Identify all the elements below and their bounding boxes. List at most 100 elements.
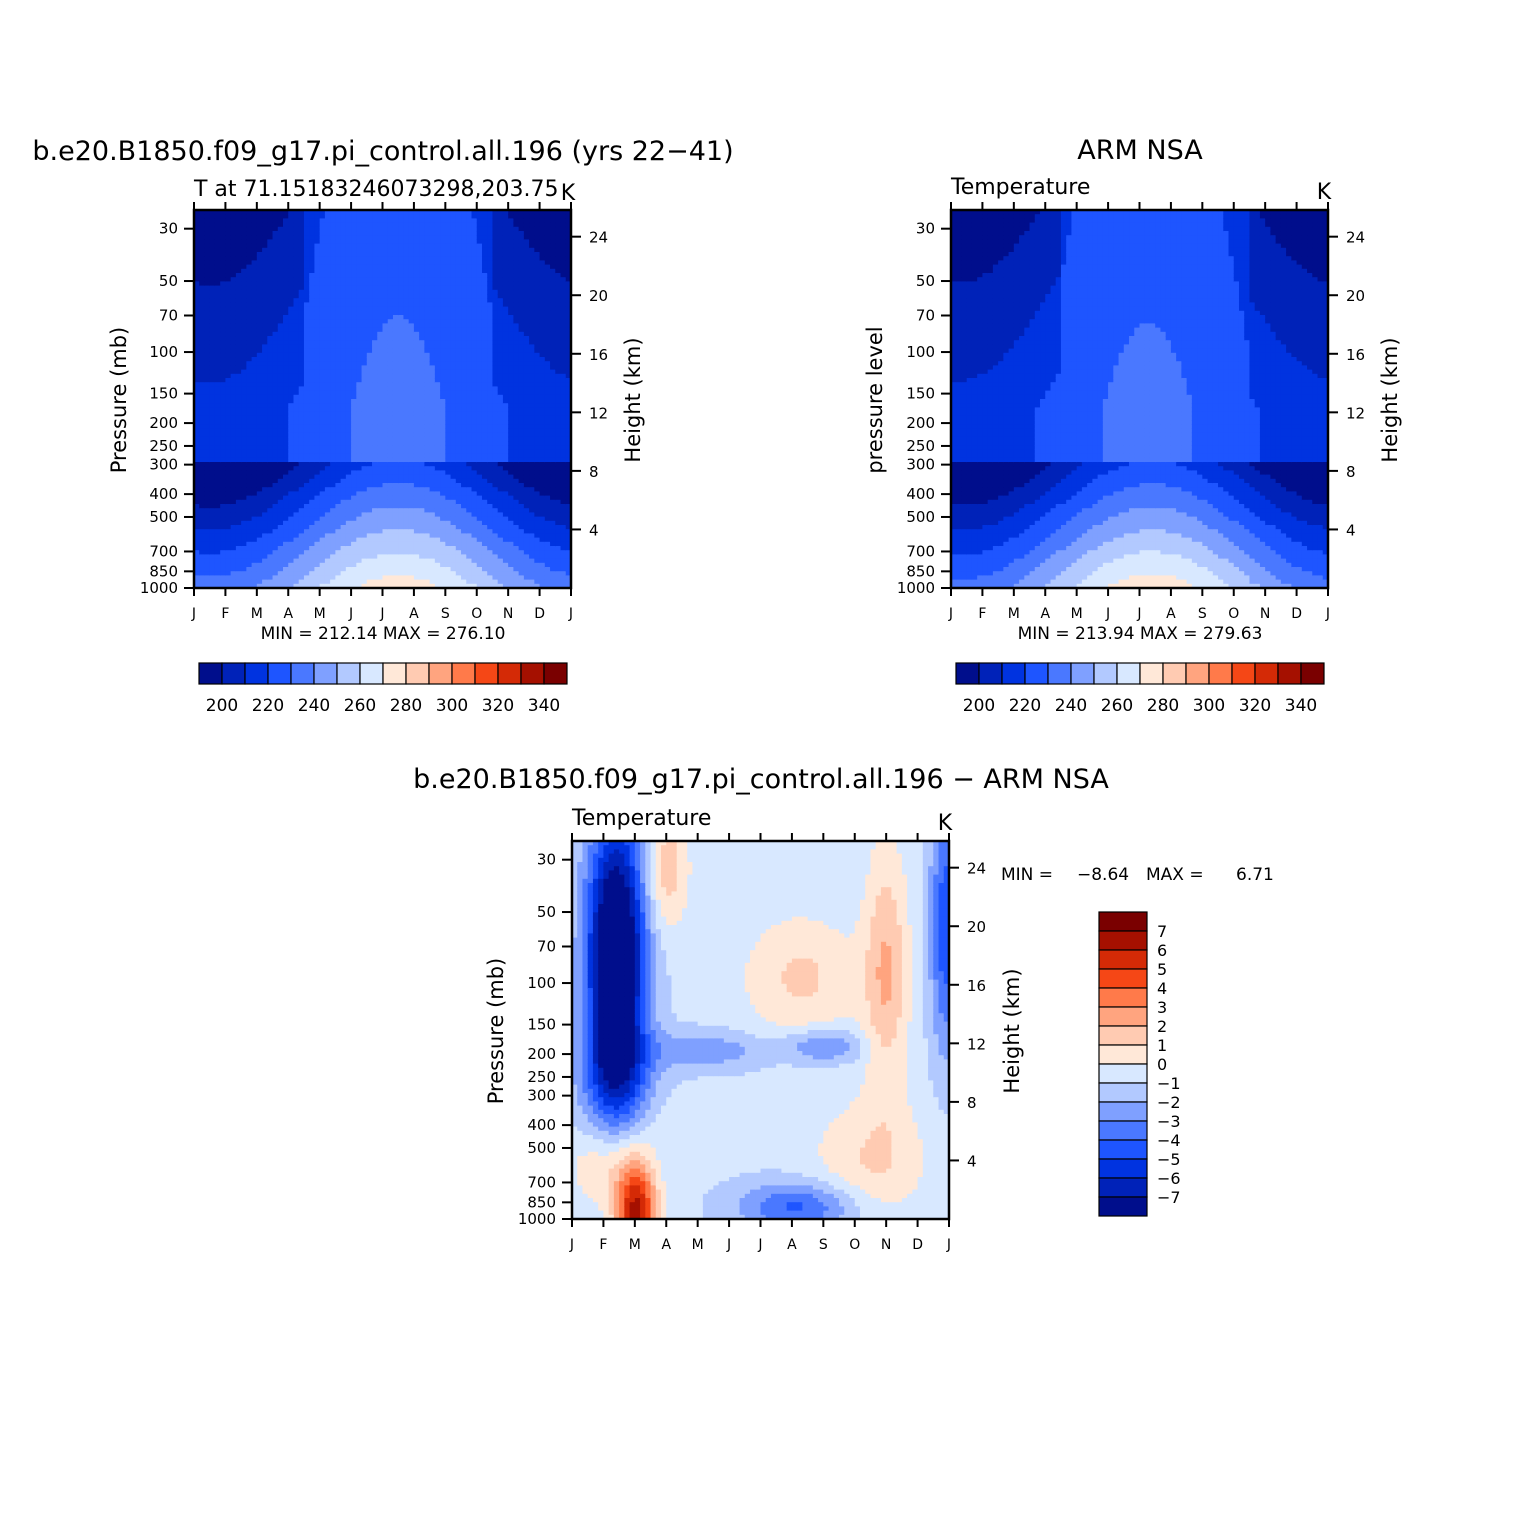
contour-cell <box>481 294 488 299</box>
contour-cell <box>361 487 368 492</box>
contour-cell <box>340 306 347 312</box>
contour-cell <box>377 373 384 379</box>
contour-cell <box>419 256 425 261</box>
contour-cell <box>262 478 268 484</box>
contour-cell <box>225 491 232 497</box>
contour-cell <box>225 432 232 438</box>
contour-cell <box>382 436 389 442</box>
contour-cell <box>256 373 263 379</box>
contour-cell <box>377 554 384 560</box>
contour-cell <box>209 403 216 408</box>
contour-cell <box>450 428 457 434</box>
contour-cell <box>408 235 415 240</box>
contour-cell <box>445 394 452 400</box>
contour-cell <box>277 491 284 497</box>
contour-cell <box>330 399 336 404</box>
contour-cell <box>256 281 263 287</box>
contour-cell <box>214 525 221 530</box>
contour-cell <box>220 516 227 522</box>
contour-cell <box>466 495 473 501</box>
contour-cell <box>262 550 268 555</box>
contour-cell <box>214 231 221 236</box>
contour-cell <box>194 411 200 417</box>
contour-cell <box>429 331 436 337</box>
contour-cell <box>298 394 305 400</box>
contour-cell <box>445 449 452 455</box>
contour-cell <box>204 571 211 576</box>
contour-cell <box>288 327 295 333</box>
contour-cell <box>450 558 457 564</box>
contour-cell <box>461 264 467 270</box>
contour-cell <box>429 256 436 261</box>
contour-cell <box>445 407 452 413</box>
contour-cell <box>277 424 284 429</box>
contour-cell <box>319 281 326 287</box>
contour-cell <box>450 310 457 316</box>
contour-cell <box>419 571 425 576</box>
contour-cell <box>455 428 462 434</box>
contour-cell <box>272 289 279 295</box>
contour-cell <box>277 407 284 413</box>
contour-cell <box>241 420 247 425</box>
contour-cell <box>214 449 221 455</box>
contour-cell <box>466 369 473 375</box>
contour-cell <box>330 508 336 513</box>
contour-cell <box>288 344 295 350</box>
contour-cell <box>361 520 368 526</box>
contour-cell <box>440 365 446 371</box>
contour-cell <box>419 499 425 505</box>
contour-cell <box>335 306 342 312</box>
contour-cell <box>309 298 316 303</box>
contour-cell <box>319 520 326 526</box>
contour-cell <box>262 231 268 236</box>
contour-cell <box>230 470 237 476</box>
contour-cell <box>256 470 263 476</box>
contour-cell <box>288 567 295 572</box>
contour-cell <box>272 466 279 471</box>
contour-cell <box>225 323 232 329</box>
contour-cell <box>225 462 232 467</box>
contour-cell <box>366 470 373 476</box>
contour-cell <box>256 508 263 513</box>
contour-cell <box>345 281 352 287</box>
contour-cell <box>471 520 478 526</box>
contour-cell <box>220 445 227 450</box>
contour-cell <box>403 289 410 295</box>
contour-cell <box>330 575 336 581</box>
contour-cell <box>194 231 200 236</box>
contour-cell <box>288 243 295 249</box>
contour-cell <box>476 294 483 299</box>
contour-cell <box>303 575 310 581</box>
contour-cell <box>392 369 399 375</box>
contour-cell <box>424 268 431 274</box>
contour-cell <box>288 508 295 513</box>
contour-cell <box>194 357 200 362</box>
contour-cell <box>372 310 378 316</box>
contour-cell <box>267 537 274 543</box>
contour-cell <box>419 222 425 228</box>
contour-cell <box>230 411 237 417</box>
contour-cell <box>230 474 237 480</box>
contour-cell <box>392 399 399 404</box>
contour-cell <box>262 344 268 350</box>
contour-cell <box>340 520 347 526</box>
contour-cell <box>335 340 342 345</box>
contour-cell <box>330 436 336 442</box>
contour-cell <box>235 550 242 555</box>
contour-cell <box>419 558 425 564</box>
contour-cell <box>408 214 415 219</box>
contour-cell <box>471 373 478 379</box>
contour-cell <box>298 403 305 408</box>
contour-cell <box>194 298 200 303</box>
contour-cell <box>220 336 227 341</box>
contour-cell <box>246 239 253 245</box>
contour-cell <box>246 348 253 354</box>
contour-cell <box>351 281 357 287</box>
contour-cell <box>309 302 316 308</box>
contour-cell <box>424 239 431 245</box>
contour-cell <box>455 403 462 408</box>
contour-cell <box>293 428 300 434</box>
contour-cell <box>283 512 289 518</box>
contour-cell <box>345 222 352 228</box>
contour-cell <box>471 222 478 228</box>
